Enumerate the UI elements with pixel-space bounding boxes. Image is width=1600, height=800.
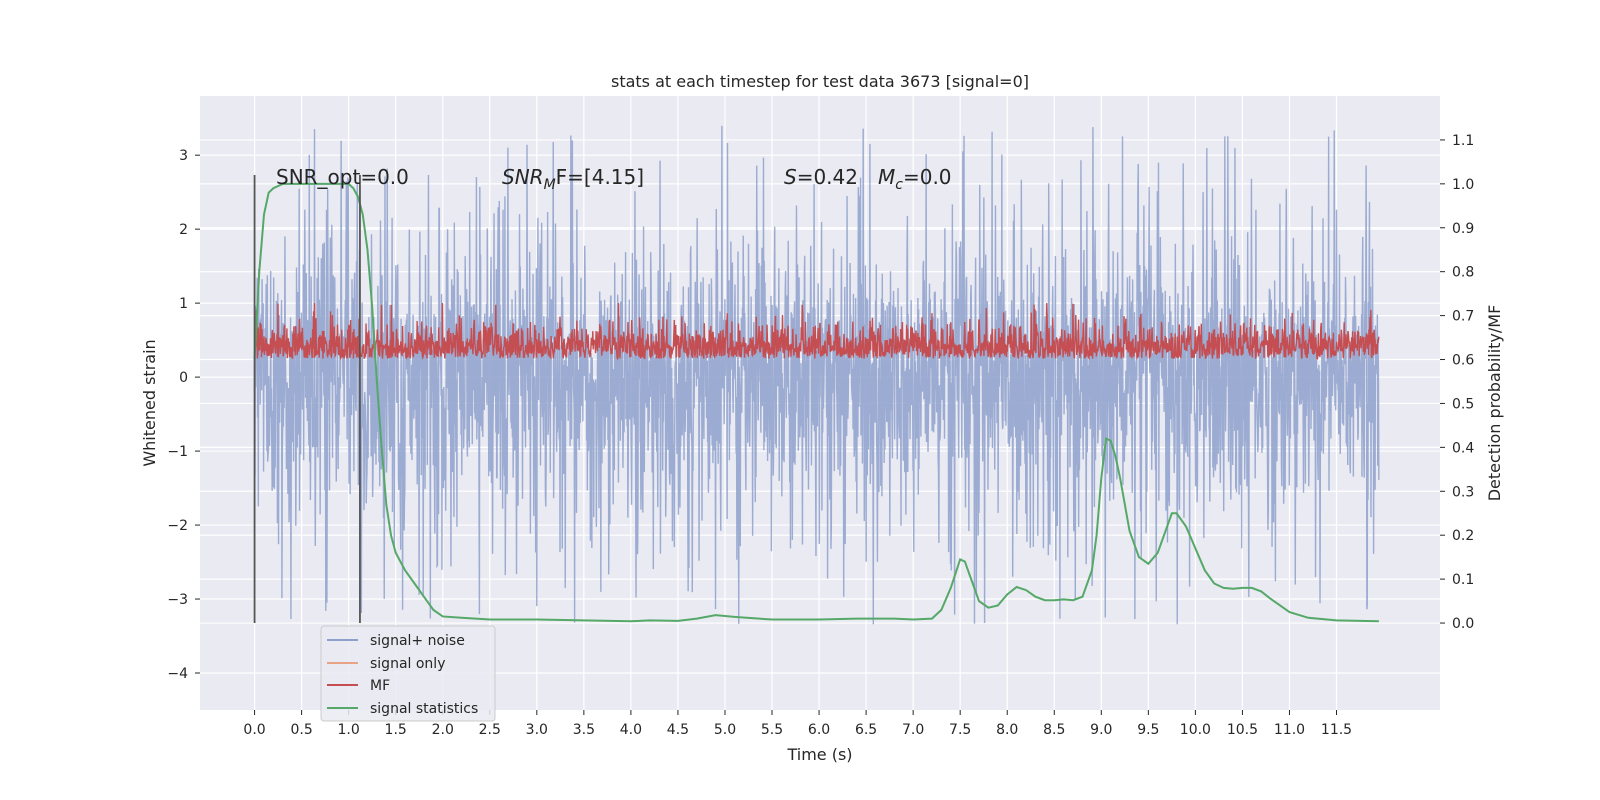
x-tick-label: 8.0 bbox=[996, 722, 1018, 738]
x-tick-label: 9.5 bbox=[1137, 722, 1159, 738]
y2-tick-label: 0.4 bbox=[1452, 440, 1474, 456]
y2-tick-label: 0.3 bbox=[1452, 484, 1474, 500]
legend-label-mf: MF bbox=[370, 678, 390, 694]
y2-tick-label: 1.0 bbox=[1452, 177, 1474, 193]
x-tick-label: 10.5 bbox=[1227, 722, 1258, 738]
x-tick-label: 7.0 bbox=[902, 722, 924, 738]
annotation-s-label: S bbox=[784, 165, 797, 189]
x-axis-label: Time (s) bbox=[786, 745, 852, 764]
x-tick-label: 6.0 bbox=[808, 722, 830, 738]
chart-title: stats at each timestep for test data 367… bbox=[611, 72, 1029, 91]
x-tick-label: 10.0 bbox=[1180, 722, 1211, 738]
y2-tick-label: 0.9 bbox=[1452, 221, 1474, 237]
annotation-snr-mf-rest: F=[4.15] bbox=[556, 165, 644, 189]
x-tick-label: 0.0 bbox=[243, 722, 265, 738]
x-tick-label: 8.5 bbox=[1043, 722, 1065, 738]
x-tick-label: 2.5 bbox=[479, 722, 501, 738]
annotation-snr-mf-sub: M bbox=[544, 177, 556, 193]
annotation-snr-mf: SNRMF=[4.15] bbox=[502, 165, 644, 193]
legend-box bbox=[320, 625, 496, 722]
x-tick-label: 4.5 bbox=[667, 722, 689, 738]
y-tick-label: −3 bbox=[167, 592, 188, 608]
x-tick-label: 7.5 bbox=[949, 722, 971, 738]
y-tick-label: 2 bbox=[179, 222, 188, 238]
legend-label-signal-statistics: signal statistics bbox=[370, 701, 478, 717]
y2-axis-ticks: 1.1 1.0 0.9 0.8 0.7 0.6 0.5 0.4 0.3 0.2 0.1 0.0 bbox=[1440, 133, 1474, 632]
x-tick-label: 4.0 bbox=[620, 722, 642, 738]
x-tick-label: 1.5 bbox=[385, 722, 407, 738]
annotation-mc-label: M bbox=[878, 165, 895, 189]
x-tick-label: 2.0 bbox=[432, 722, 454, 738]
x-tick-label: 0.5 bbox=[290, 722, 312, 738]
y-tick-label: 0 bbox=[179, 370, 188, 386]
y-tick-label: 3 bbox=[179, 148, 188, 164]
y-tick-label: −1 bbox=[167, 444, 188, 460]
y2-tick-label: 0.7 bbox=[1452, 309, 1474, 325]
x-tick-label: 1.0 bbox=[338, 722, 360, 738]
annotation-mc-sub: c bbox=[895, 177, 903, 193]
y2-tick-label: 0.2 bbox=[1452, 528, 1474, 544]
y2-tick-label: 1.1 bbox=[1452, 133, 1474, 149]
y-axis-ticks: 3 2 1 0 −1 −2 −3 −4 bbox=[167, 148, 200, 682]
annotation-s-value: =0.42 bbox=[797, 165, 858, 189]
series-line-signal-statistics bbox=[253, 182, 1379, 623]
x-tick-label: 11.5 bbox=[1321, 722, 1352, 738]
x-tick-label: 9.0 bbox=[1090, 722, 1112, 738]
annotation-mc: Mc=0.0 bbox=[878, 165, 952, 193]
legend: signal+ noise signal only MF signal stat… bbox=[320, 625, 496, 722]
y-axis-label: Whitened strain bbox=[140, 339, 159, 466]
x-axis-ticks: 0.0 0.5 1.0 1.5 2.0 2.5 3.0 3.5 4.0 4.5 5.0 5.5 6.0 6… bbox=[243, 710, 1352, 738]
y-tick-label: 1 bbox=[179, 296, 188, 312]
y2-tick-label: 0.5 bbox=[1452, 396, 1474, 412]
x-tick-label: 11.0 bbox=[1274, 722, 1305, 738]
y2-axis-label: Detection probability/MF bbox=[1485, 305, 1504, 502]
annotation-snr-opt: SNR_opt=0.0 bbox=[276, 165, 409, 189]
annotation-s: S=0.42 bbox=[784, 165, 858, 189]
x-tick-label: 6.5 bbox=[855, 722, 877, 738]
y2-tick-label: 0.8 bbox=[1452, 265, 1474, 281]
y-tick-label: −4 bbox=[167, 666, 188, 682]
y2-tick-label: 0.1 bbox=[1452, 572, 1474, 588]
legend-label-signal-noise: signal+ noise bbox=[370, 633, 465, 649]
y2-tick-label: 0.6 bbox=[1452, 353, 1474, 369]
x-tick-label: 5.0 bbox=[714, 722, 736, 738]
legend-label-signal-only: signal only bbox=[370, 656, 445, 672]
series-line-2 bbox=[253, 303, 1380, 361]
annotation-snr-mf-main: SNR bbox=[502, 165, 544, 189]
annotations: SNR_opt=0.0 SNRMF=[4.15] S=0.42 Mc=0.0 bbox=[276, 165, 952, 193]
y2-tick-label: 0.0 bbox=[1452, 616, 1474, 632]
y-tick-label: −2 bbox=[167, 518, 188, 534]
series-line-0 bbox=[253, 125, 1380, 625]
annotation-mc-value: =0.0 bbox=[903, 165, 952, 189]
vertical-markers bbox=[253, 175, 361, 624]
x-tick-label: 3.5 bbox=[573, 722, 595, 738]
series-layer bbox=[253, 125, 1380, 625]
x-tick-label: 5.5 bbox=[761, 722, 783, 738]
x-tick-label: 3.0 bbox=[526, 722, 548, 738]
